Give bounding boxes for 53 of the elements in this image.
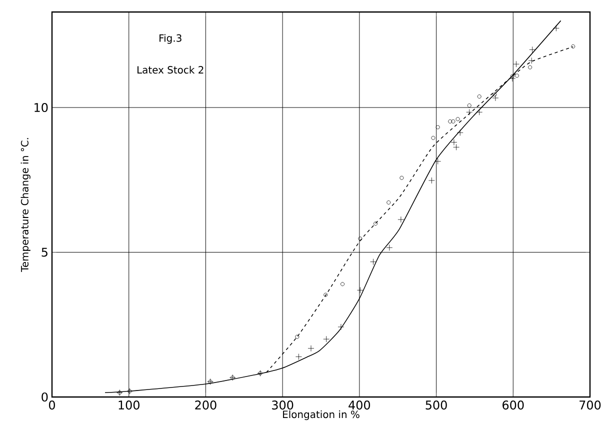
point	[308, 345, 314, 352]
point	[398, 216, 404, 223]
y-tick-label: 0	[42, 392, 48, 402]
point	[323, 336, 330, 342]
point	[456, 130, 464, 136]
point	[434, 158, 442, 165]
point	[338, 324, 344, 330]
point	[476, 108, 483, 116]
point	[386, 244, 393, 251]
point	[448, 119, 452, 124]
point	[295, 334, 300, 339]
point	[456, 117, 460, 122]
point	[431, 136, 436, 140]
point	[451, 119, 456, 124]
point	[477, 94, 482, 99]
point	[374, 222, 378, 226]
x-tick-label: 500	[426, 400, 447, 410]
point	[571, 44, 576, 48]
x-tick-label: 400	[348, 400, 370, 410]
point	[428, 177, 435, 184]
x-tick-label: 200	[195, 400, 216, 410]
y-tick-label: 10	[34, 103, 48, 112]
x-tick-label: 300	[272, 400, 294, 410]
text: Latex Stock 2	[138, 66, 204, 74]
point	[386, 200, 391, 204]
x-tick-label: 0	[48, 400, 56, 410]
point	[324, 292, 328, 297]
point	[370, 258, 376, 266]
x-tick-label: 100	[118, 400, 140, 410]
point	[467, 104, 472, 108]
point	[514, 74, 519, 78]
point	[436, 125, 440, 130]
text: Fig.3	[160, 34, 182, 44]
point	[509, 75, 516, 82]
point	[492, 92, 497, 96]
point	[492, 94, 499, 102]
point	[552, 25, 560, 32]
point	[510, 74, 514, 78]
x-tick-label: 700	[580, 400, 601, 410]
point	[529, 46, 536, 53]
y-axis-title: Temperature Change in °C.	[20, 138, 30, 272]
point	[466, 108, 473, 116]
y-tick-label: 5	[42, 248, 48, 257]
x-tick-label: 600	[502, 400, 524, 410]
point	[513, 60, 520, 68]
x-axis-title: Elongation in %	[283, 410, 360, 420]
point	[400, 176, 404, 180]
point	[358, 236, 362, 241]
point	[296, 354, 302, 360]
point	[528, 65, 532, 70]
point	[528, 57, 535, 64]
point	[357, 286, 364, 294]
point	[340, 282, 345, 286]
